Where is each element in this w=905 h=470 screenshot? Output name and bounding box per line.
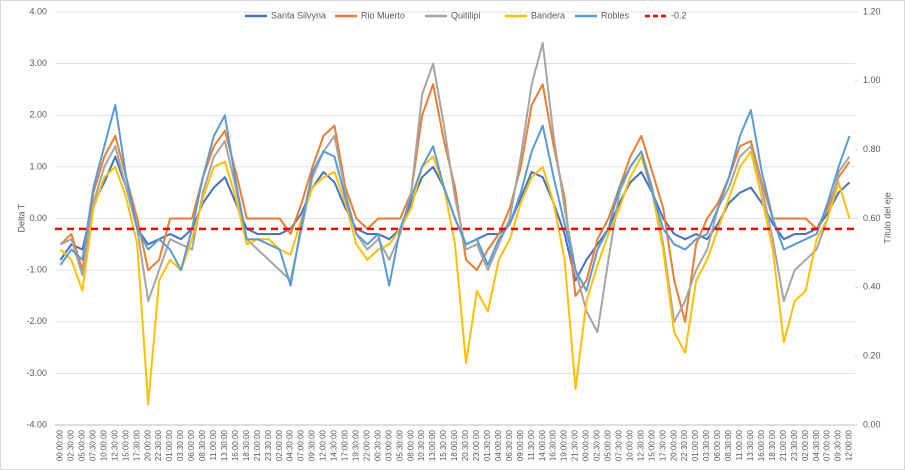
x-tick-label: 02:00:00 — [275, 429, 284, 461]
y-tick-label: -4.00 — [26, 419, 47, 429]
legend-label: Quitilipi — [451, 10, 481, 20]
x-tick-label: 18:30:00 — [768, 429, 777, 461]
x-tick-label: 01:30:00 — [483, 429, 492, 461]
x-tick-label: 20:00:00 — [669, 429, 678, 461]
legend-label: Bandera — [531, 10, 565, 20]
y2-tick-label: 0.80 — [863, 144, 881, 154]
x-tick-label: 19:00:00 — [560, 429, 569, 461]
legend-label: Rio Muerto — [361, 10, 405, 20]
x-tick-label: 06:00:00 — [713, 429, 722, 461]
x-tick-label: 15:30:00 — [439, 429, 448, 461]
x-tick-label: 23:30:00 — [790, 429, 799, 461]
series-line — [59, 83, 851, 323]
x-tick-label: 21:30:00 — [571, 429, 580, 461]
x-tick-label: 07:00:00 — [297, 429, 306, 461]
y-tick-label: -2.00 — [26, 316, 47, 326]
x-tick-label: 14:00:00 — [538, 429, 547, 461]
x-tick-label: 08:00:00 — [406, 429, 415, 461]
x-tick-label: 16:00:00 — [231, 429, 240, 461]
x-tick-label: 18:00:00 — [450, 429, 459, 461]
x-tick-label: 10:00:00 — [99, 429, 108, 461]
x-tick-label: 00:30:00 — [373, 429, 382, 461]
legend-label: Robles — [601, 10, 630, 20]
x-tick-label: 05:00:00 — [78, 429, 87, 461]
x-tick-label: 13:30:00 — [746, 429, 755, 461]
x-tick-label: 07:30:00 — [614, 429, 623, 461]
x-tick-label: 08:30:00 — [198, 429, 207, 461]
x-tick-label: 23:30:00 — [264, 429, 273, 461]
y-tick-label: -3.00 — [26, 368, 47, 378]
y-tick-label: 3.00 — [29, 58, 47, 68]
x-tick-label: 19:30:00 — [351, 429, 360, 461]
x-tick-label: 10:00:00 — [625, 429, 634, 461]
y-tick-label: 1.00 — [29, 161, 47, 171]
x-tick-label: 22:00:00 — [362, 429, 371, 461]
x-tick-label: 12:30:00 — [636, 429, 645, 461]
x-tick-label: 07:30:00 — [88, 429, 97, 461]
legend-label: Santa Silvyna — [271, 10, 326, 20]
x-tick-label: 07:00:00 — [823, 429, 832, 461]
x-tick-label: 00:00:00 — [56, 429, 65, 461]
y-tick-label: 2.00 — [29, 110, 47, 120]
x-tick-label: 05:00:00 — [604, 429, 613, 461]
x-tick-label: 02:30:00 — [67, 429, 76, 461]
y-tick-label: 4.00 — [29, 6, 47, 16]
x-tick-label: 23:00:00 — [472, 429, 481, 461]
y-tick-label: 0.00 — [29, 213, 47, 223]
y-tick-label: -1.00 — [26, 265, 47, 275]
x-tick-label: 20:30:00 — [461, 429, 470, 461]
x-tick-label: 09:30:00 — [308, 429, 317, 461]
y2-tick-label: 0.40 — [863, 282, 881, 292]
x-tick-label: 06:00:00 — [187, 429, 196, 461]
x-tick-label: 21:00:00 — [779, 429, 788, 461]
x-tick-label: 00:00:00 — [582, 429, 591, 461]
y-axis-label: Delta T — [16, 203, 26, 232]
x-tick-label: 13:30:00 — [220, 429, 229, 461]
x-tick-label: 03:30:00 — [702, 429, 711, 461]
x-tick-label: 03:00:00 — [384, 429, 393, 461]
x-tick-label: 10:30:00 — [417, 429, 426, 461]
y2-tick-label: 0.00 — [863, 419, 881, 429]
x-tick-label: 08:30:00 — [724, 429, 733, 461]
x-tick-label: 11:00:00 — [209, 429, 218, 460]
x-tick-label: 14:30:00 — [330, 429, 339, 461]
x-tick-label: 04:30:00 — [812, 429, 821, 461]
x-tick-label: 09:30:00 — [834, 429, 843, 461]
x-tick-label: 17:30:00 — [658, 429, 667, 461]
y2-tick-label: 0.60 — [863, 213, 881, 223]
x-tick-label: 12:00:00 — [319, 429, 328, 461]
x-tick-label: 01:00:00 — [691, 429, 700, 461]
x-tick-label: 15:00:00 — [121, 429, 130, 461]
x-tick-label: 03:30:00 — [176, 429, 185, 461]
x-tick-label: 15:00:00 — [647, 429, 656, 461]
x-tick-label: 11:00:00 — [735, 429, 744, 460]
x-tick-label: 22:30:00 — [680, 429, 689, 461]
x-tick-label: 04:30:00 — [286, 429, 295, 461]
x-tick-label: 05:30:00 — [395, 429, 404, 461]
x-tick-label: 02:30:00 — [593, 429, 602, 461]
x-tick-label: 22:30:00 — [154, 429, 163, 461]
x-tick-label: 09:00:00 — [516, 429, 525, 461]
x-tick-label: 17:00:00 — [341, 429, 350, 461]
x-tick-label: 17:30:00 — [132, 429, 141, 461]
x-tick-label: 16:00:00 — [757, 429, 766, 461]
x-tick-label: 06:30:00 — [505, 429, 514, 461]
x-tick-label: 18:30:00 — [242, 429, 251, 461]
x-tick-label: 01:00:00 — [165, 429, 174, 461]
x-tick-label: 13:00:00 — [428, 429, 437, 461]
x-tick-label: 12:30:00 — [110, 429, 119, 461]
y2-axis-label: Título del eje — [882, 192, 892, 244]
y2-tick-label: 1.00 — [863, 75, 881, 85]
x-tick-label: 12:00:00 — [845, 429, 854, 461]
y2-tick-label: 1.20 — [863, 6, 881, 16]
y2-tick-label: 0.20 — [863, 351, 881, 361]
x-tick-label: 02:00:00 — [801, 429, 810, 461]
x-tick-label: 11:30:00 — [527, 429, 536, 460]
x-tick-label: 20:00:00 — [143, 429, 152, 461]
x-tick-label: 21:00:00 — [253, 429, 262, 461]
x-tick-label: 04:00:00 — [494, 429, 503, 461]
x-tick-label: 16:30:00 — [549, 429, 558, 461]
legend-label: -0.2 — [671, 10, 687, 20]
